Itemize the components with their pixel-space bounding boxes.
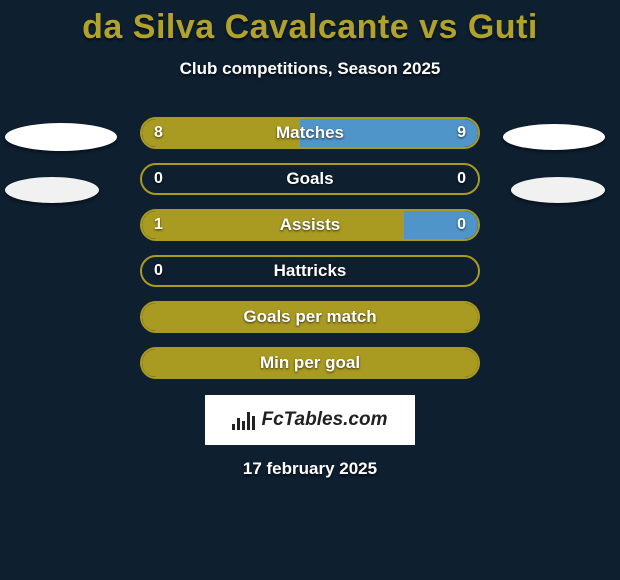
stat-value-left: 1: [154, 216, 163, 234]
stat-value-left: 8: [154, 124, 163, 142]
player-ellipse-left: [5, 177, 99, 203]
stat-row: Goals per match: [140, 301, 480, 333]
stat-label: Assists: [280, 215, 340, 235]
logo-bars-icon: [232, 410, 255, 430]
stat-label: Min per goal: [260, 353, 360, 373]
stat-value-left: 0: [154, 262, 163, 280]
stat-label: Goals per match: [243, 307, 376, 327]
player-ellipse-right: [511, 177, 605, 203]
stat-row: 8 9 Matches: [140, 117, 480, 149]
stat-value-left: 0: [154, 170, 163, 188]
stat-value-right: 0: [457, 216, 466, 234]
stat-fill-left: [142, 211, 404, 239]
stat-fill-right: [404, 211, 478, 239]
page-title: da Silva Cavalcante vs Guti: [0, 0, 620, 47]
stat-label: Hattricks: [274, 261, 347, 281]
stat-label: Goals: [286, 169, 333, 189]
logo-text: FcTables.com: [261, 409, 387, 431]
player-ellipse-right: [503, 124, 605, 150]
stat-row: 0 0 Goals: [140, 163, 480, 195]
stats-container: 8 9 Matches 0 0 Goals 1 0 Assists 0 Hattricks Goals…: [0, 117, 620, 379]
stat-row: Min per goal: [140, 347, 480, 379]
stat-value-right: 9: [457, 124, 466, 142]
date-label: 17 february 2025: [0, 459, 620, 479]
stat-row: 1 0 Assists: [140, 209, 480, 241]
stat-label: Matches: [276, 123, 344, 143]
logo: FcTables.com: [205, 395, 415, 445]
player-ellipse-left: [5, 123, 117, 151]
subtitle: Club competitions, Season 2025: [0, 59, 620, 79]
stat-row: 0 Hattricks: [140, 255, 480, 287]
stat-value-right: 0: [457, 170, 466, 188]
